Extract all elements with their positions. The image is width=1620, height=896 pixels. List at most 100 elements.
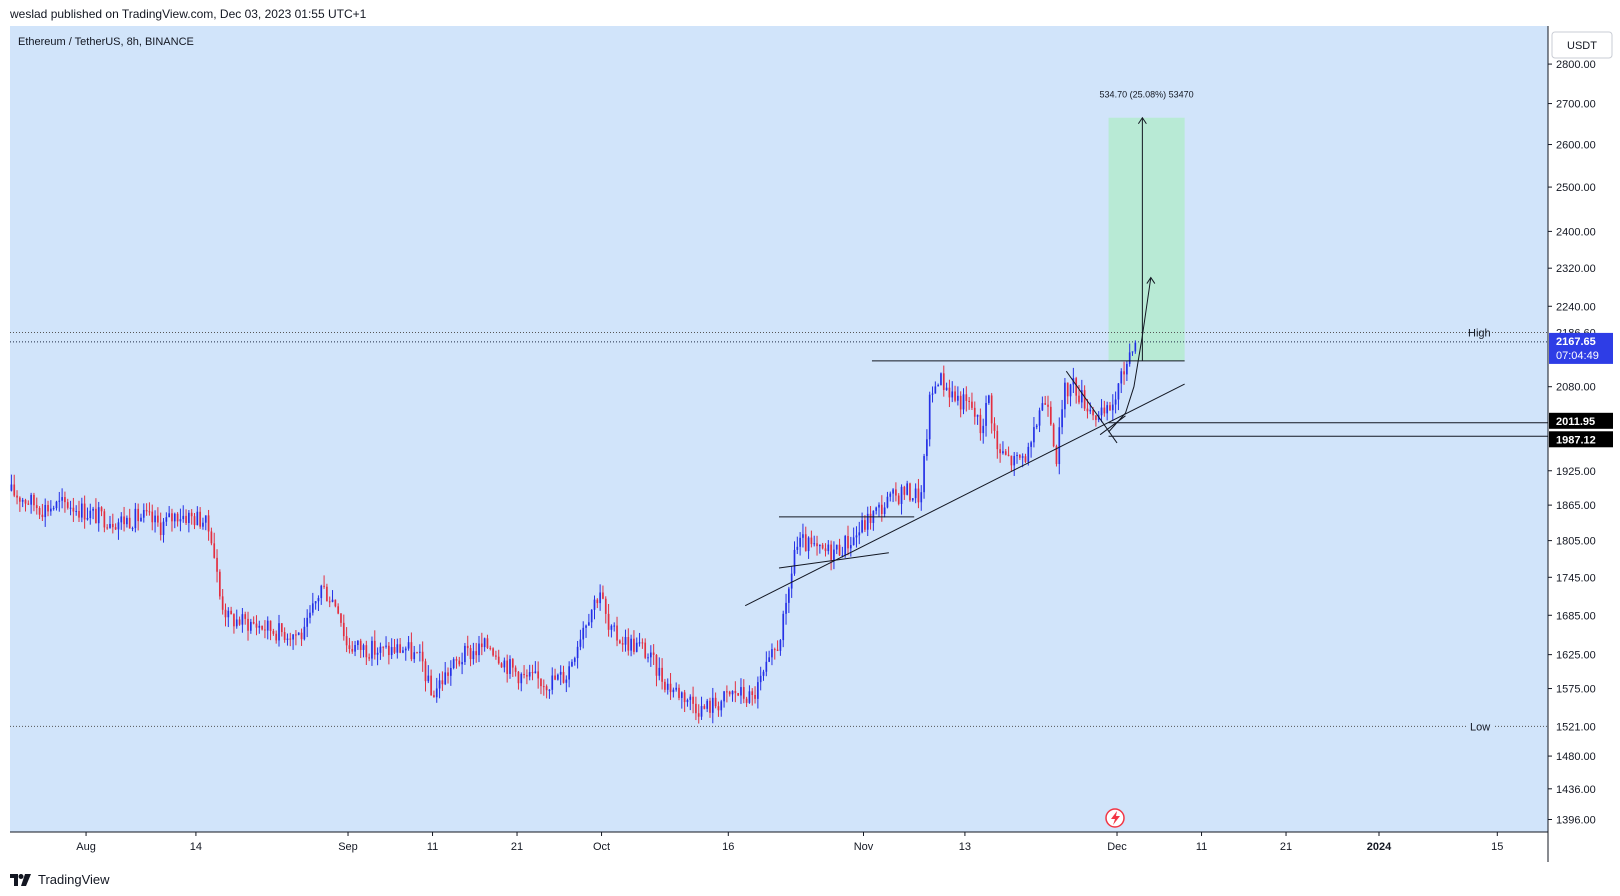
candle-up xyxy=(1126,363,1128,375)
tradingview-brand[interactable]: TradingView xyxy=(10,872,110,887)
candle-up xyxy=(435,688,438,698)
candle-down xyxy=(351,648,354,652)
candle-up xyxy=(109,523,111,528)
trendlines[interactable] xyxy=(744,276,1185,607)
candle-down xyxy=(869,513,872,523)
target-range-box[interactable]: 534.70 (25.08%) 53470 xyxy=(1100,90,1194,361)
candle-down xyxy=(596,599,599,604)
candle-up xyxy=(478,643,480,656)
candle-up xyxy=(658,667,661,676)
candle-down xyxy=(717,706,720,711)
candle-down xyxy=(13,484,16,496)
candle-down xyxy=(537,671,540,679)
candle-up xyxy=(928,394,931,440)
candle-up xyxy=(937,384,939,387)
y-tick-label: 2600.00 xyxy=(1556,140,1596,152)
candle-up xyxy=(647,657,649,659)
candle-up xyxy=(120,516,123,523)
candle-down xyxy=(289,638,292,640)
candle-up xyxy=(768,657,770,662)
candle-up xyxy=(551,675,554,690)
candle-down xyxy=(1024,456,1027,462)
candle-down xyxy=(1066,382,1069,397)
candle-up xyxy=(731,690,734,695)
candle-up xyxy=(796,546,799,550)
candle-up xyxy=(235,619,238,627)
candle-down xyxy=(542,686,545,688)
candle-up xyxy=(861,520,863,533)
candle-up xyxy=(404,648,407,651)
candle-up xyxy=(988,395,990,403)
candle-down xyxy=(83,503,86,520)
candle-down xyxy=(728,691,731,695)
candle-up xyxy=(827,544,830,552)
candle-up xyxy=(590,609,593,623)
candle-down xyxy=(216,557,218,572)
publisher-header: weslad published on TradingView.com, Dec… xyxy=(0,0,1620,26)
candle-down xyxy=(678,687,680,698)
candle-down xyxy=(754,695,756,699)
currency-button[interactable] xyxy=(1551,31,1613,59)
candle-up xyxy=(266,620,269,631)
candle-down xyxy=(562,671,565,683)
plot-background xyxy=(10,26,1548,832)
candle-up xyxy=(934,386,937,394)
candle-down xyxy=(604,598,607,614)
low-value-label: 1521.00 xyxy=(1556,721,1596,733)
replay-icon[interactable] xyxy=(1105,808,1125,828)
candle-up xyxy=(86,518,89,520)
trendline xyxy=(778,552,889,569)
x-tick-label: 13 xyxy=(959,841,971,853)
time-axis-ticks: Aug 14 Sep 11 21 Oct 16 Nov 13 Dec 11 21 2024 15 xyxy=(76,832,1503,853)
candle-up xyxy=(452,659,455,668)
candle-down xyxy=(224,609,227,618)
candles xyxy=(10,340,1137,724)
candle-up xyxy=(985,402,987,426)
candle-up xyxy=(182,515,185,520)
candle-up xyxy=(376,652,379,655)
projection-curve xyxy=(1108,277,1152,433)
candle-down xyxy=(1075,378,1078,396)
trendline xyxy=(744,383,1185,607)
low-label: Low xyxy=(1470,721,1490,733)
candle-down xyxy=(24,499,27,504)
candle-down xyxy=(416,652,418,654)
candle-up xyxy=(1033,427,1035,443)
candle-up xyxy=(362,645,365,650)
candle-up xyxy=(788,588,790,603)
price-chart[interactable]: 534.70 (25.08%) 53470 2800.00 2700.00 2600… xyxy=(0,0,1620,862)
candle-down xyxy=(776,649,779,651)
candle-down xyxy=(280,623,283,633)
candle-up xyxy=(357,640,359,646)
candle-up xyxy=(61,497,63,501)
candle-up xyxy=(911,498,914,501)
candle-down xyxy=(221,596,224,610)
candle-up xyxy=(818,544,821,547)
candle-up xyxy=(945,387,948,390)
candle-down xyxy=(602,592,604,599)
candle-up xyxy=(720,701,723,711)
candle-up xyxy=(635,642,638,652)
candle-down xyxy=(340,613,342,623)
candle-up xyxy=(10,484,13,491)
current-price-countdown: 07:04:49 xyxy=(1556,350,1599,362)
candle-up xyxy=(579,639,582,647)
candle-down xyxy=(965,394,968,401)
candle-down xyxy=(619,640,621,644)
candle-up xyxy=(390,647,393,656)
candle-down xyxy=(399,644,401,653)
candle-up xyxy=(413,652,416,660)
candle-down xyxy=(207,515,210,532)
x-tick-label: 11 xyxy=(1196,841,1207,853)
candle-down xyxy=(1007,454,1010,456)
candle-up xyxy=(858,532,861,536)
candle-down xyxy=(909,483,911,501)
candle-up xyxy=(188,512,190,524)
candle-up xyxy=(765,661,768,672)
candle-up xyxy=(759,675,762,683)
candle-up xyxy=(21,499,24,502)
candle-down xyxy=(114,527,117,530)
candle-down xyxy=(489,647,492,649)
y-tick-label: 1925.00 xyxy=(1556,466,1596,478)
candle-down xyxy=(692,696,694,704)
